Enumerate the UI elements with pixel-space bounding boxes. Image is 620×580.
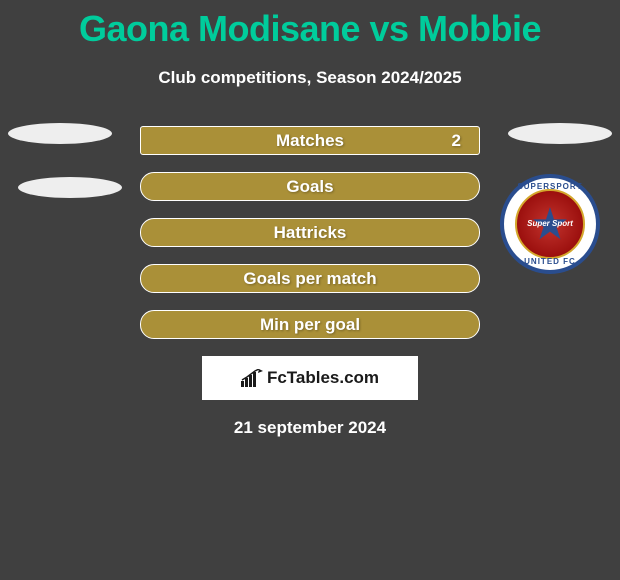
- date-text: 21 september 2024: [0, 418, 620, 438]
- left-avatar-placeholders: [8, 123, 122, 231]
- stat-row-matches: Matches 2: [140, 126, 480, 155]
- comparison-card: Gaona Modisane vs Mobbie Club competitio…: [0, 0, 620, 438]
- avatar-placeholder: [8, 123, 112, 144]
- chart-icon: [241, 369, 263, 387]
- badge-bottom-text: UNITED FC: [524, 257, 576, 266]
- stat-row-goals-per-match: Goals per match: [140, 264, 480, 293]
- stat-value-right: 2: [452, 131, 461, 151]
- stat-label: Goals: [286, 177, 333, 197]
- stat-row-min-per-goal: Min per goal: [140, 310, 480, 339]
- stat-rows: Matches 2 Goals Hattricks Goals per matc…: [140, 126, 480, 339]
- stat-label: Goals per match: [243, 269, 376, 289]
- logo-box[interactable]: FcTables.com: [202, 356, 418, 400]
- stats-area: SUPERSPORT ★ Super Sport UNITED FC Match…: [0, 126, 620, 438]
- logo-text: FcTables.com: [241, 368, 379, 388]
- stat-row-hattricks: Hattricks: [140, 218, 480, 247]
- avatar-placeholder: [18, 177, 122, 198]
- page-title: Gaona Modisane vs Mobbie: [0, 8, 620, 50]
- right-avatar-placeholder: [508, 123, 612, 177]
- badge-inner-text: Super Sport: [527, 220, 573, 228]
- subtitle: Club competitions, Season 2024/2025: [0, 68, 620, 88]
- club-badge: SUPERSPORT ★ Super Sport UNITED FC: [500, 174, 600, 274]
- stat-row-goals: Goals: [140, 172, 480, 201]
- stat-label: Min per goal: [260, 315, 360, 335]
- badge-inner: ★ Super Sport: [515, 189, 585, 259]
- logo-label: FcTables.com: [267, 368, 379, 388]
- stat-label: Matches: [276, 131, 344, 151]
- stat-label: Hattricks: [274, 223, 347, 243]
- avatar-placeholder: [508, 123, 612, 144]
